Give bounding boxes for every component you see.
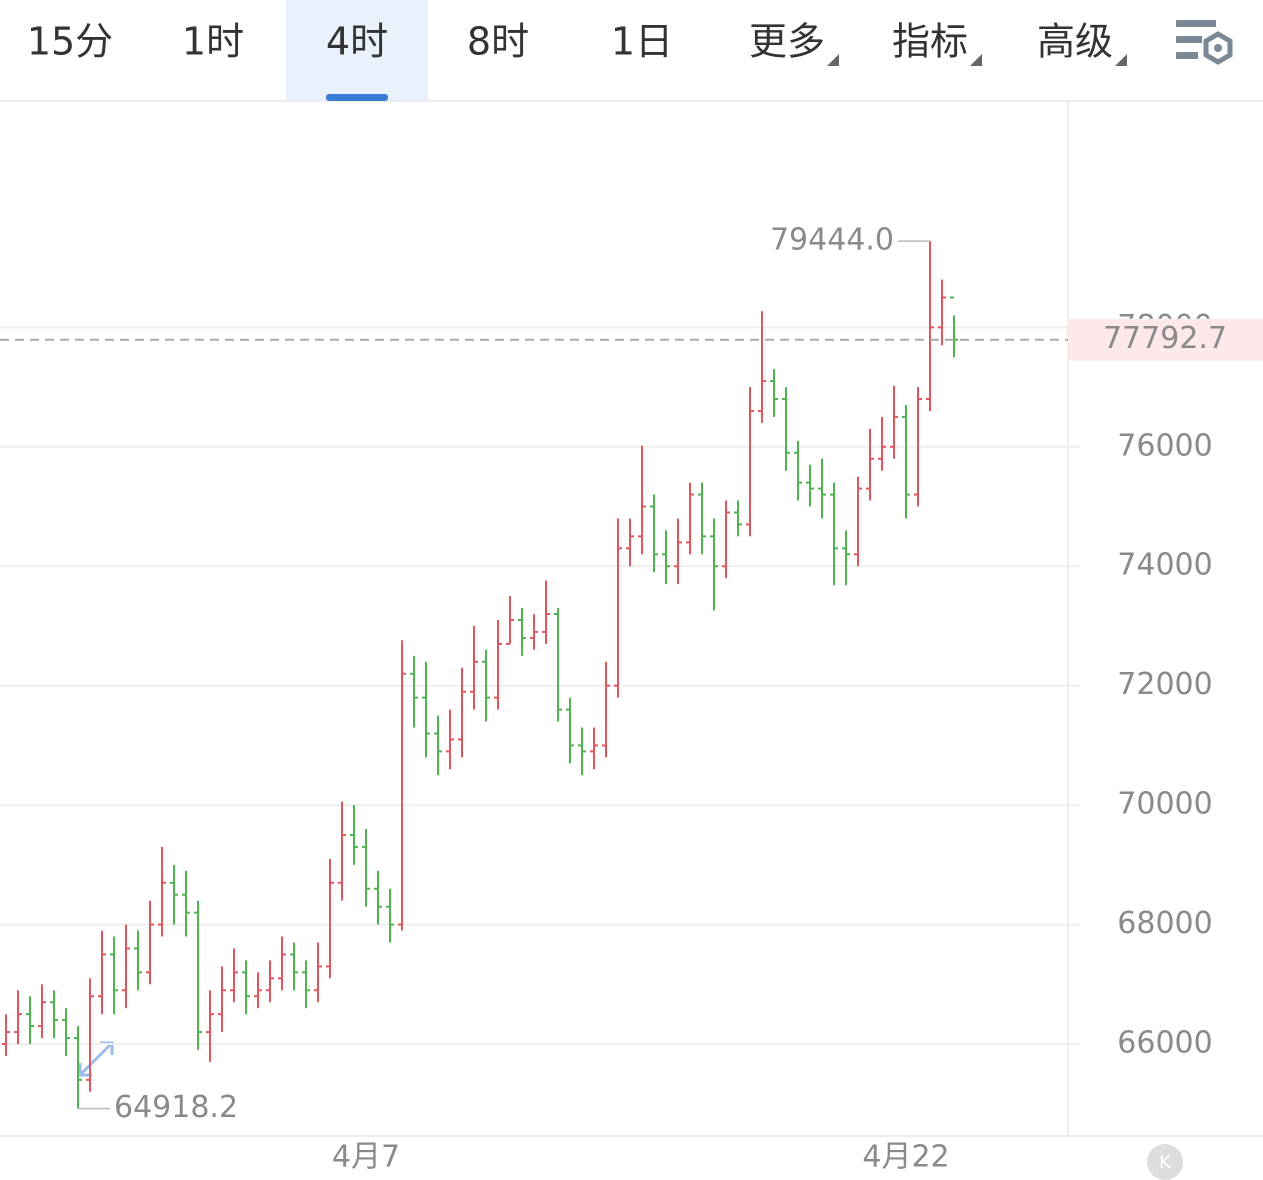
y-tick-label: 76000: [1117, 428, 1212, 463]
tab[interactable]: 1时: [182, 20, 244, 64]
settings-icon[interactable]: [1176, 20, 1233, 65]
x-tick-label: 4月7: [332, 1140, 400, 1175]
last-price-box: [1068, 318, 1263, 361]
x-tick-label: 4月22: [862, 1140, 949, 1175]
tab[interactable]: 更多: [749, 20, 825, 64]
y-tick-label: 74000: [1117, 548, 1212, 583]
tab[interactable]: 8时: [467, 20, 529, 64]
tab[interactable]: 15分: [27, 20, 113, 64]
active-tab-bg: [286, 0, 428, 101]
dropdown-arrow: [827, 54, 839, 66]
tab[interactable]: 高级: [1037, 20, 1113, 64]
tab[interactable]: 1日: [611, 20, 673, 64]
expand-icon[interactable]: [78, 1041, 114, 1077]
y-tick-label: 70000: [1117, 787, 1212, 822]
svg-text:K: K: [1159, 1152, 1172, 1173]
dropdown-arrow: [1115, 54, 1127, 66]
active-tab-indicator: [326, 94, 388, 101]
y-tick-label: 72000: [1117, 667, 1212, 702]
y-tick-label: 68000: [1117, 906, 1212, 941]
k-icon[interactable]: K: [1147, 1144, 1183, 1180]
dropdown-arrow: [970, 54, 982, 66]
tab[interactable]: 4时: [326, 20, 388, 64]
high-label: 79444.0: [770, 223, 894, 258]
low-label: 64918.2: [114, 1090, 238, 1125]
last-price-label: 77792.7: [1103, 321, 1227, 356]
tab[interactable]: 指标: [892, 20, 968, 64]
y-tick-label: 66000: [1117, 1026, 1212, 1061]
